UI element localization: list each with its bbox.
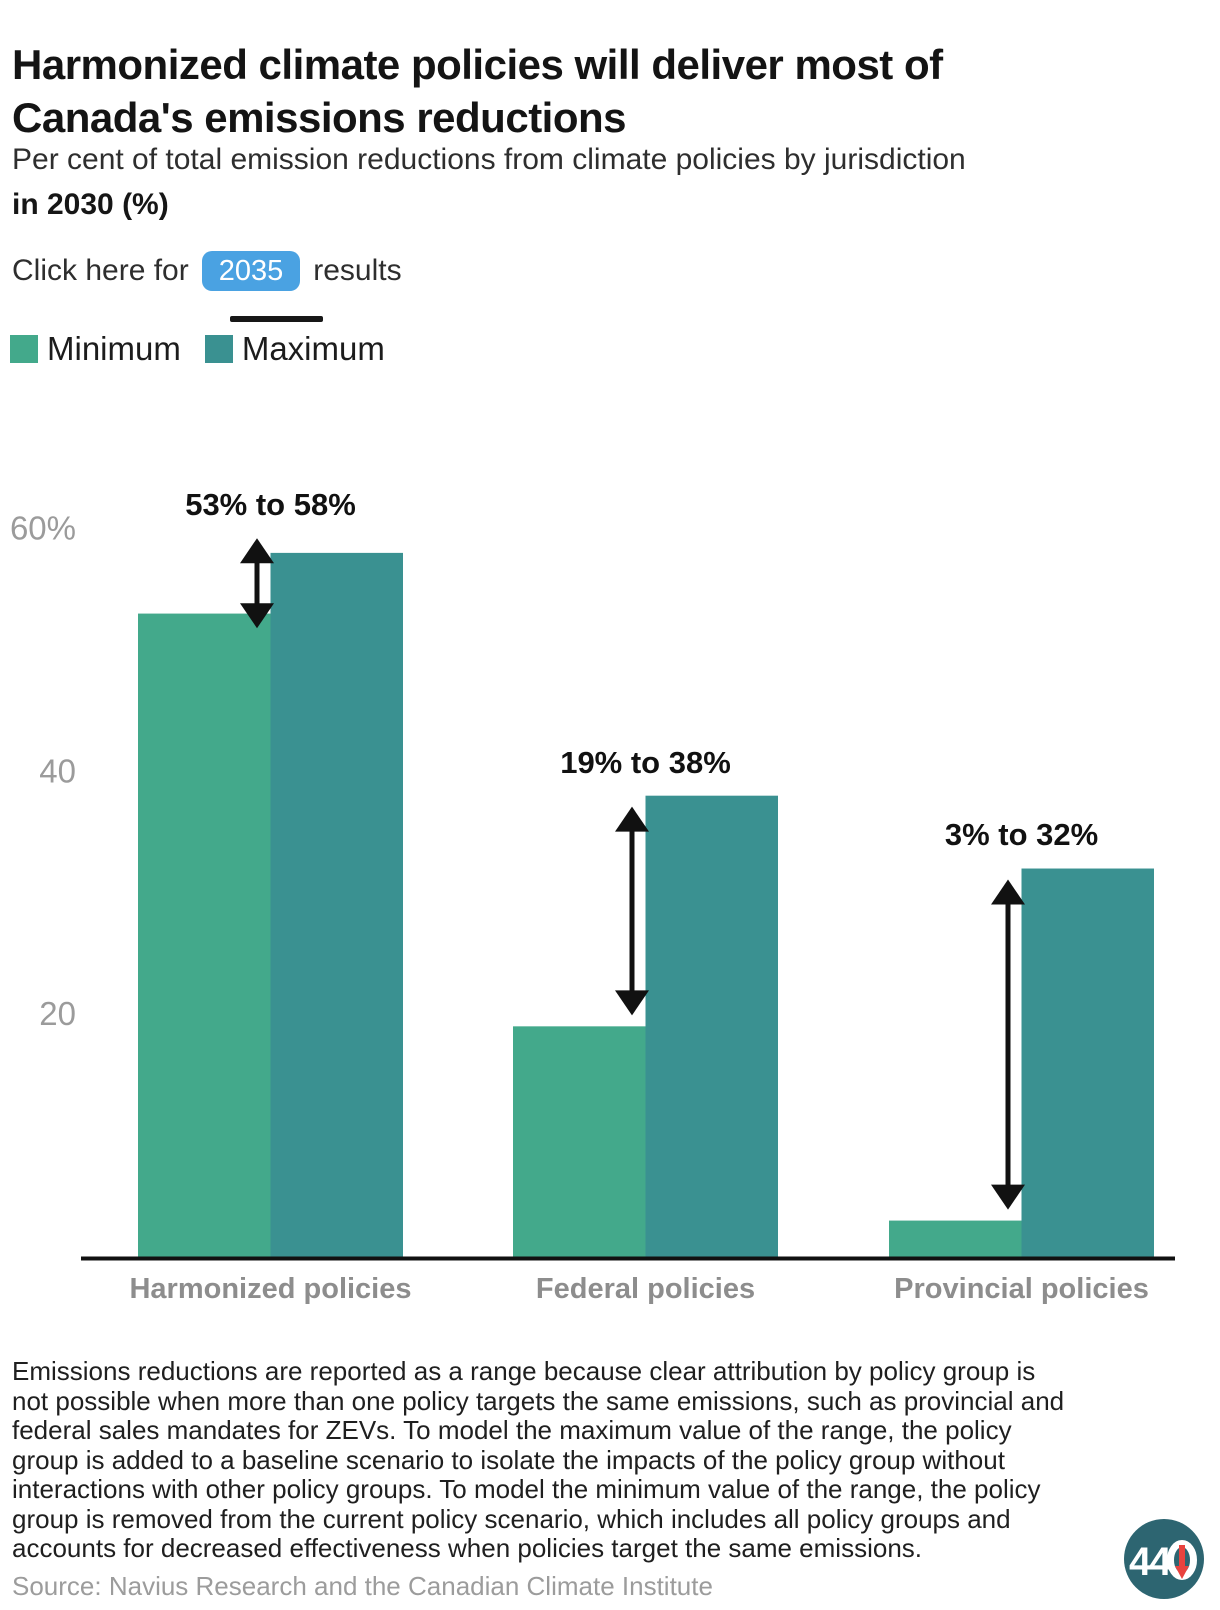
bar-maximum-provincial-policies[interactable] xyxy=(1021,868,1155,1257)
source-credit: Source: Navius Research and the Canadian… xyxy=(12,1571,713,1601)
range-arrow-top-head-harmonized-policies xyxy=(240,538,274,564)
page-title: Harmonized climate policies will deliver… xyxy=(12,41,943,142)
bar-minimum-harmonized-policies[interactable] xyxy=(138,613,271,1257)
legend-maximum-label: Maximum xyxy=(241,330,385,367)
bar-chart: 60% 40 20 53% to 58% Harmonized policies 19% … xyxy=(10,487,1175,1305)
range-label-federal-policies: 19% to 38% xyxy=(560,745,731,780)
range-arrow-top-head-federal-policies xyxy=(615,806,649,832)
category-label-provincial-policies: Provincial policies xyxy=(894,1273,1149,1305)
range-label-provincial-policies: 3% to 32% xyxy=(945,817,1098,852)
bar-maximum-federal-policies[interactable] xyxy=(645,795,779,1257)
bar-minimum-provincial-policies[interactable] xyxy=(889,1220,1022,1257)
range-arrow-bottom-head-provincial-policies xyxy=(991,1184,1025,1210)
y-tick-40: 40 xyxy=(39,752,76,789)
y-tick-20: 20 xyxy=(39,995,76,1032)
toggle-suffix-text: results xyxy=(313,254,402,287)
chart-subtitle: Per cent of total emission reductions fr… xyxy=(12,137,1202,227)
range-arrow-bottom-head-federal-policies xyxy=(615,990,649,1016)
legend-item-maximum: Maximum xyxy=(204,330,385,368)
year-button-underline xyxy=(230,316,323,322)
logo-440-text: 44 xyxy=(1129,1540,1172,1584)
bar-maximum-harmonized-policies[interactable] xyxy=(270,552,404,1257)
legend-item-minimum: Minimum xyxy=(10,330,181,368)
year-toggle-row: Click here for 2035 results xyxy=(12,251,402,291)
legend-minimum-label: Minimum xyxy=(47,330,181,367)
publisher-logo: 44 xyxy=(1124,1519,1204,1599)
logo-down-arrow-head xyxy=(1175,1566,1189,1579)
subtitle-year-note: in 2030 (%) xyxy=(12,188,169,221)
methodology-note: Emissions reductions are reported as a r… xyxy=(12,1356,1065,1563)
range-arrow-bottom-head-harmonized-policies xyxy=(240,603,274,629)
range-arrow-top-head-provincial-policies xyxy=(991,879,1025,905)
chart-legend: Minimum Maximum xyxy=(10,330,385,368)
range-label-harmonized-policies: 53% to 58% xyxy=(185,487,356,522)
maximum-swatch-icon xyxy=(204,335,233,363)
category-label-harmonized-policies: Harmonized policies xyxy=(129,1273,411,1305)
category-label-federal-policies: Federal policies xyxy=(536,1273,755,1305)
y-tick-60%: 60% xyxy=(10,510,76,547)
subtitle-line: Per cent of total emission reductions fr… xyxy=(12,143,966,176)
year-2035-button[interactable]: 2035 xyxy=(201,251,301,291)
toggle-prefix-text: Click here for xyxy=(12,254,189,287)
bar-minimum-federal-policies[interactable] xyxy=(513,1026,646,1257)
minimum-swatch-icon xyxy=(10,335,38,363)
